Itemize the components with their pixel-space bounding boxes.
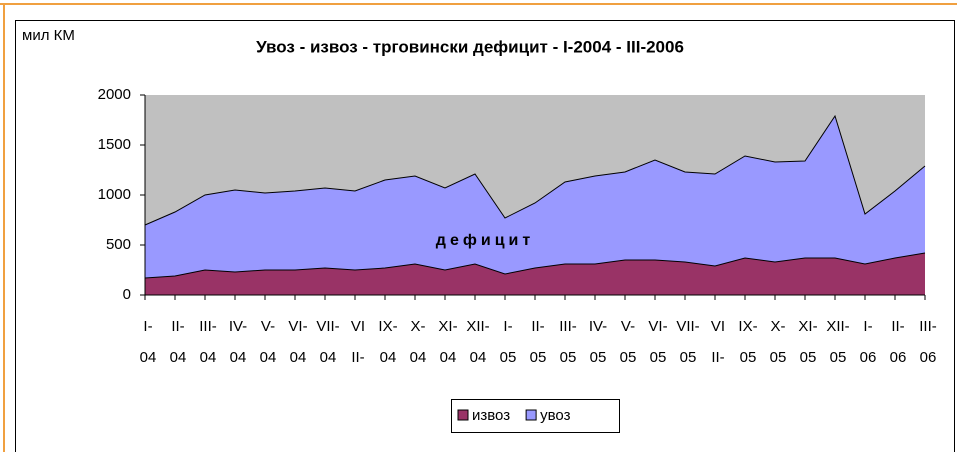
area-line [144,252,926,279]
chart-title: Увоз - извоз - трговински дефицит - I-20… [256,37,684,56]
x-tick-label: 05 [770,349,787,366]
x-tick-label: 06 [860,349,877,366]
x-tick-label: 04 [410,349,427,366]
x-tick-label: VII- [316,318,339,335]
x-tick-label: V- [621,318,635,335]
x-tick-label: 04 [260,349,277,366]
x-tick-label: I- [143,318,152,335]
x-tick-label: IX- [738,318,757,335]
x-tick-label: 05 [650,349,667,366]
x-tick-label: IX- [378,318,397,335]
x-tick-label: II- [351,349,364,366]
y-tick-label: 2000 [98,86,131,103]
plot-area [144,95,926,296]
y-tick-label: 500 [106,236,131,253]
x-tick-label: 05 [680,349,697,366]
x-tick-label: 04 [170,349,187,366]
legend-label: увоз [540,407,570,424]
x-tick-label: I- [503,318,512,335]
legend-label: извоз [472,407,510,424]
x-tick-label: II- [711,349,724,366]
x-tick-label: III- [199,318,217,335]
x-tick-label: XI- [438,318,457,335]
x-tick-label: VI [711,318,725,335]
legend-swatch [457,409,469,421]
x-tick-label: 06 [890,349,907,366]
x-tick-label: 05 [740,349,757,366]
x-tick-label: 04 [200,349,217,366]
x-tick-label: II- [171,318,184,335]
x-tick-label: 04 [230,349,247,366]
x-tick-label: 05 [530,349,547,366]
x-tick-label: III- [919,318,937,335]
x-tick-label: XII- [826,318,849,335]
x-tick-label: XI- [798,318,817,335]
y-tick-label: 0 [123,286,131,303]
area [145,116,925,295]
x-tick-label: XII- [466,318,489,335]
x-tick-label: 05 [830,349,847,366]
y-tick-label: 1000 [98,186,131,203]
x-tick-label: 04 [470,349,487,366]
x-tick-label: III- [559,318,577,335]
x-tick-label: 04 [320,349,337,366]
y-tick-label: 1500 [98,136,131,153]
x-tick-label: X- [771,318,786,335]
x-tick-label: 05 [590,349,607,366]
x-tick-label: II- [891,318,904,335]
x-tick-label: 04 [290,349,307,366]
area-line [144,114,926,226]
annotation: дефицит [436,232,534,249]
x-tick-label: 04 [440,349,457,366]
x-tick-label: 04 [380,349,397,366]
legend-swatch [525,409,537,421]
x-tick-label: VI- [288,318,307,335]
x-tick-label: X- [411,318,426,335]
x-tick-label: 05 [500,349,517,366]
area [145,253,925,295]
x-tick-label: 04 [140,349,157,366]
x-tick-label: VI [351,318,365,335]
x-tick-label: II- [531,318,544,335]
x-tick-label: 06 [920,349,937,366]
x-tick-label: 05 [560,349,577,366]
x-tick-label: VII- [676,318,699,335]
x-tick-label: IV- [589,318,607,335]
y-axis-label: мил КМ [22,27,75,44]
x-tick-label: 05 [800,349,817,366]
x-tick-label: IV- [229,318,247,335]
x-tick-label: 05 [620,349,637,366]
x-tick-label: VI- [648,318,667,335]
x-tick-label: V- [261,318,275,335]
x-tick-label: I- [863,318,872,335]
